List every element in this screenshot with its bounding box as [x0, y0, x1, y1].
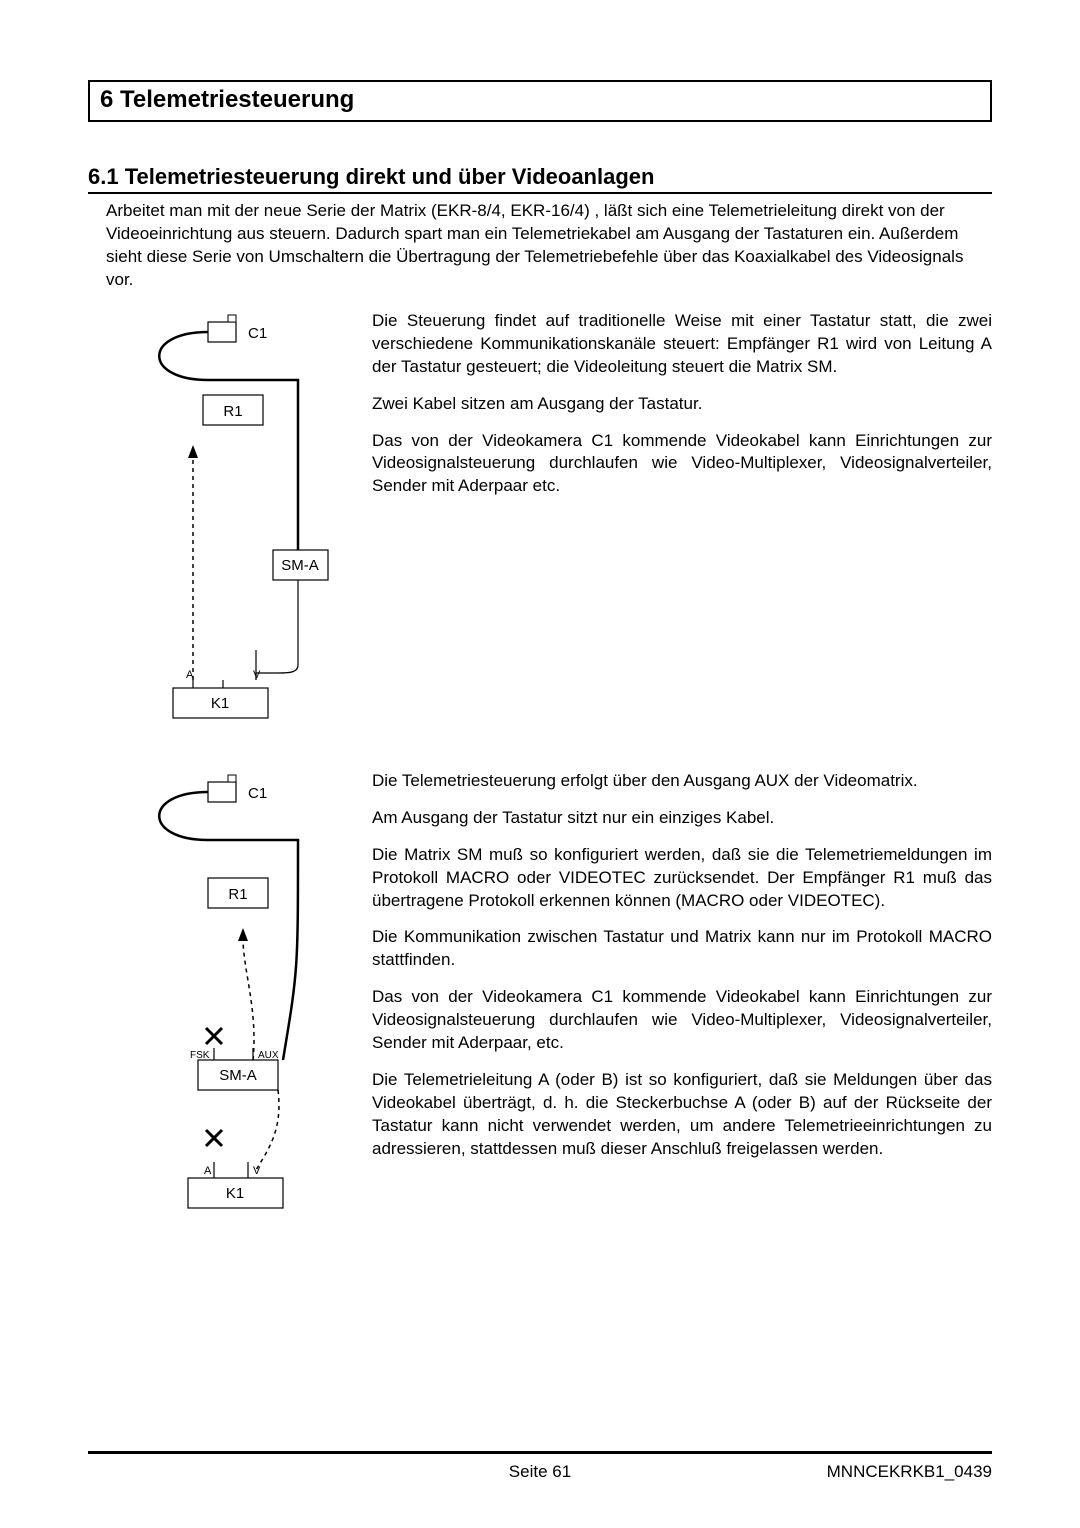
label-r1-2: R1 — [228, 886, 247, 903]
text-col-2: Die Telemetriesteuerung erfolgt über den… — [372, 770, 992, 1270]
footer-doc: MNNCEKRKB1_0439 — [827, 1462, 992, 1482]
block-2: C1 R1 FSK AUX SM-A — [88, 770, 992, 1270]
label-k1: K1 — [211, 695, 229, 712]
label-c1-2: C1 — [248, 785, 267, 802]
label-k1-2: K1 — [226, 1185, 244, 1202]
block-1: C1 R1 SM-A A V K1 — [88, 310, 992, 730]
label-sma: SM-A — [281, 557, 319, 574]
label-a: A — [186, 669, 194, 681]
footer: Seite 61 MNNCEKRKB1_0439 — [88, 1462, 992, 1482]
label-aux: AUX — [258, 1050, 279, 1061]
heading-main: 6 Telemetriesteuerung — [88, 80, 992, 122]
diagram-1: C1 R1 SM-A A V K1 — [88, 310, 348, 730]
heading-sub: 6.1 Telemetriesteuerung direkt und über … — [88, 164, 992, 194]
b2-p4: Die Kommunikation zwischen Tastatur und … — [372, 926, 992, 972]
footer-rule — [88, 1451, 992, 1454]
label-fsk: FSK — [190, 1050, 210, 1061]
text-col-1: Die Steuerung findet auf traditionelle W… — [372, 310, 992, 730]
label-v-2: V — [253, 1165, 261, 1177]
label-v: V — [253, 669, 261, 681]
b2-p6: Die Telemetrieleitung A (oder B) ist so … — [372, 1069, 992, 1161]
b2-p2: Am Ausgang der Tastatur sitzt nur ein ei… — [372, 807, 992, 830]
label-r1: R1 — [223, 403, 242, 420]
b2-p5: Das von der Videokamera C1 kommende Vide… — [372, 986, 992, 1055]
b1-p1: Die Steuerung findet auf traditionelle W… — [372, 310, 992, 379]
label-c1: C1 — [248, 325, 267, 342]
b1-p3: Das von der Videokamera C1 kommende Vide… — [372, 430, 992, 499]
label-sma-2: SM-A — [219, 1067, 257, 1084]
diagram-2: C1 R1 FSK AUX SM-A — [88, 770, 348, 1270]
b2-p1: Die Telemetriesteuerung erfolgt über den… — [372, 770, 992, 793]
intro-paragraph: Arbeitet man mit der neue Serie der Matr… — [88, 200, 992, 292]
b1-p2: Zwei Kabel sitzen am Ausgang der Tastatu… — [372, 393, 992, 416]
label-a-2: A — [204, 1165, 212, 1177]
page: 6 Telemetriesteuerung 6.1 Telemetriesteu… — [0, 0, 1080, 1528]
b2-p3: Die Matrix SM muß so konfiguriert werden… — [372, 844, 992, 913]
